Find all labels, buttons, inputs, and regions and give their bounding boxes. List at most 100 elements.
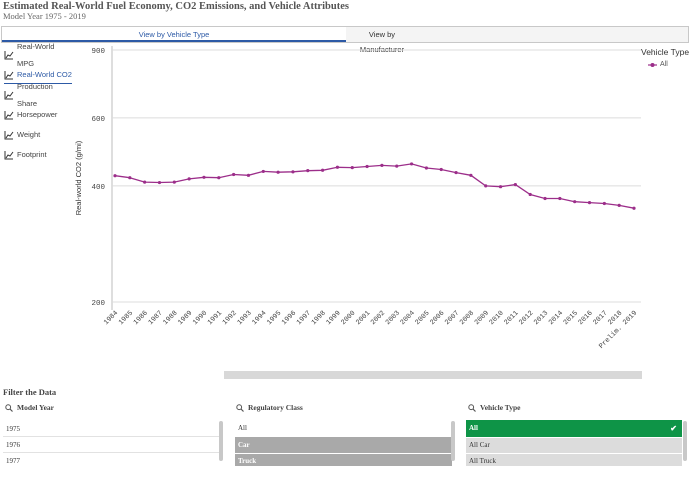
data-point [528, 192, 532, 197]
data-point [291, 170, 295, 174]
x-tick-label: 1998 [310, 309, 328, 327]
data-point [484, 184, 488, 188]
x-tick-label: 1985 [117, 309, 135, 327]
option-label: All [238, 424, 247, 432]
legend-title: Vehicle Type [641, 47, 690, 57]
legend-marker-icon [648, 62, 657, 67]
data-point [335, 165, 340, 169]
x-tick-label: 1990 [192, 309, 210, 327]
data-point [217, 176, 221, 180]
option-label: 1976 [6, 441, 20, 449]
data-point [306, 169, 310, 173]
data-point [617, 203, 621, 207]
line-chart-icon [4, 50, 14, 59]
vehicle-type-filter-label: Vehicle Type [480, 403, 521, 412]
vehicle-type-option[interactable]: All Car [466, 438, 682, 453]
line-chart-icon [4, 110, 14, 119]
data-point [232, 172, 236, 177]
regulatory-class-filter-title[interactable]: Regulatory Class [236, 403, 303, 412]
x-tick-label: 1992 [221, 309, 239, 327]
x-tick-label: 2004 [399, 309, 417, 327]
sidebar-item-real-world-mpg[interactable]: Real-World MPG [4, 42, 72, 68]
x-tick-label: 2015 [562, 309, 580, 327]
x-tick-label: 1987 [147, 309, 165, 327]
option-label: 1977 [6, 457, 20, 465]
sidebar-item-label: Production Share [17, 81, 53, 108]
y-tick-label: 600 [91, 116, 105, 124]
x-tick-label: 2002 [369, 309, 387, 327]
tab-vehicle-type[interactable]: View by Vehicle Type [2, 27, 346, 42]
data-point [157, 180, 162, 185]
x-tick-label: 1988 [162, 309, 180, 327]
line-chart-icon [4, 90, 14, 99]
option-label: All Car [469, 441, 490, 449]
regulatory-class-option[interactable]: Truck [235, 454, 452, 466]
regulatory-class-filter-label: Regulatory Class [248, 403, 303, 412]
model-year-option[interactable]: 1975 [3, 422, 223, 437]
page-title: Estimated Real-World Fuel Economy, CO2 E… [3, 1, 349, 12]
model-year-scrollbar[interactable] [219, 421, 223, 461]
data-point [558, 196, 562, 201]
vehicle-type-option[interactable]: All Truck [466, 454, 682, 466]
data-point [276, 170, 280, 174]
sidebar-item-label: Weight [17, 130, 41, 139]
sidebar-item-real-world-co2[interactable]: Real-World CO2 [4, 66, 72, 84]
data-point [365, 164, 369, 169]
sidebar-item-weight[interactable]: Weight [4, 126, 72, 143]
sidebar-item-horsepower[interactable]: Horsepower [4, 106, 72, 123]
x-tick-label: 1991 [206, 309, 224, 327]
vehicle-type-option-selected[interactable]: All ✔ [466, 420, 682, 437]
x-tick-label: 2017 [592, 309, 610, 327]
x-tick-label: 2007 [444, 309, 462, 327]
data-point [321, 168, 325, 172]
data-point [543, 196, 547, 201]
x-tick-label: 2008 [458, 309, 476, 327]
model-year-option[interactable]: 1976 [3, 437, 223, 453]
legend-item-label: All [660, 61, 668, 68]
data-point [469, 173, 473, 177]
legend-item-all[interactable]: All [648, 61, 668, 68]
line-chart-icon [4, 130, 14, 139]
x-tick-label: 2009 [473, 309, 491, 327]
regulatory-class-scrollbar[interactable] [451, 421, 455, 461]
model-year-filter-title[interactable]: Model Year [5, 403, 54, 412]
model-year-filter-label: Model Year [17, 403, 55, 412]
regulatory-class-option[interactable]: Car [235, 437, 452, 453]
search-icon [5, 403, 13, 412]
data-point [439, 167, 443, 172]
y-axis-label: Real-world CO2 (g/mi) [74, 140, 83, 215]
data-point [409, 162, 414, 166]
y-tick-label: 400 [91, 184, 105, 192]
x-tick-label: 2012 [518, 309, 536, 327]
view-tabs: View by Vehicle Type View by Manufacture… [1, 26, 689, 54]
option-label: 1975 [6, 425, 20, 433]
checkmark-icon: ✔ [670, 424, 677, 433]
data-point [573, 200, 577, 204]
search-icon [468, 403, 476, 412]
data-point [143, 180, 147, 184]
filter-heading: Filter the Data [3, 387, 57, 397]
line-chart-icon [4, 150, 14, 159]
option-label: Car [238, 441, 250, 449]
model-year-option[interactable]: 1977 [3, 453, 223, 469]
data-point [380, 163, 384, 167]
data-point [128, 176, 132, 180]
data-point [513, 183, 517, 187]
y-tick-label: 900 [91, 48, 105, 56]
x-tick-label: 1984 [103, 309, 121, 327]
regulatory-class-option[interactable]: All [235, 420, 452, 437]
page-subtitle: Model Year 1975 - 2019 [3, 11, 86, 21]
sidebar-item-production-share[interactable]: Production Share [4, 82, 72, 108]
data-point [602, 201, 606, 206]
chart-horizontal-scrollbar[interactable] [224, 371, 642, 379]
x-tick-label: 2001 [355, 309, 373, 327]
vehicle-type-scrollbar[interactable] [683, 421, 687, 461]
option-label: All [469, 424, 478, 432]
sidebar-item-footprint[interactable]: Footprint [4, 146, 72, 163]
vehicle-type-filter-title[interactable]: Vehicle Type [468, 403, 521, 412]
sidebar-item-label: Horsepower [17, 110, 58, 119]
data-point [498, 185, 503, 189]
data-point [187, 177, 191, 181]
data-point [587, 200, 592, 205]
x-tick-label: 1994 [251, 309, 269, 327]
